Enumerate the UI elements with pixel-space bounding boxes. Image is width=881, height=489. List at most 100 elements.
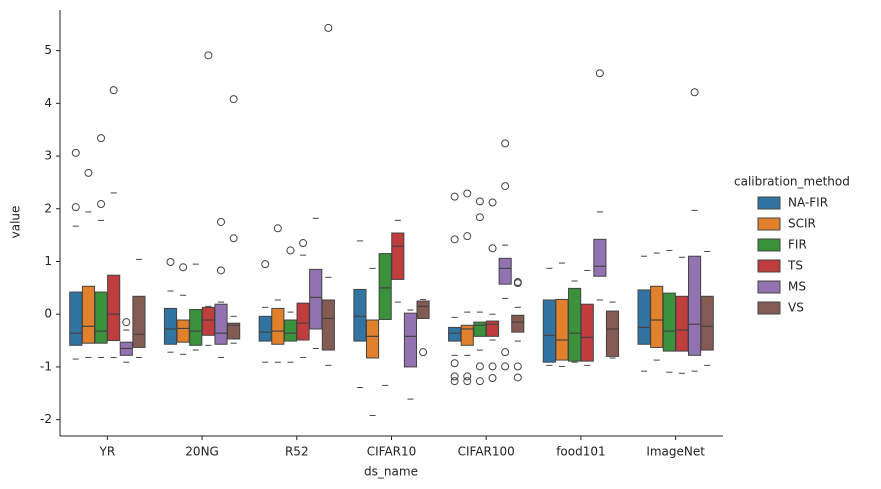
outlier (488, 362, 497, 371)
box (189, 308, 203, 346)
outlier (229, 234, 238, 243)
box (391, 232, 405, 280)
outlier (84, 168, 93, 177)
outlier (286, 246, 295, 255)
outlier (217, 266, 226, 275)
outlier (475, 213, 484, 222)
box (511, 314, 525, 333)
outlier (204, 51, 213, 60)
legend-label: TS (787, 259, 803, 273)
outlier (71, 148, 80, 157)
box (473, 321, 487, 337)
box (296, 302, 310, 341)
box (542, 299, 556, 363)
outlier (229, 95, 238, 104)
outlier (97, 134, 106, 143)
outlier (179, 263, 188, 272)
y-tick-label: -1 (40, 359, 52, 373)
box (675, 295, 689, 352)
box (132, 295, 146, 348)
box (580, 303, 594, 362)
y-tick-label: -2 (40, 412, 52, 426)
box (688, 255, 702, 356)
outlier (475, 362, 484, 371)
box (283, 319, 298, 342)
box (227, 322, 241, 340)
outlier (97, 200, 106, 209)
box (700, 295, 714, 351)
outlier (217, 217, 226, 226)
box (485, 320, 500, 337)
box (662, 292, 676, 352)
legend-swatch (757, 280, 781, 294)
box (309, 268, 323, 330)
outlier (450, 372, 459, 381)
outlier (488, 374, 497, 383)
y-axis-label: value (9, 206, 23, 239)
outlier (463, 377, 472, 386)
outlier (501, 362, 510, 371)
outlier (513, 373, 522, 382)
legend-title: calibration_method (734, 175, 850, 189)
outlier (450, 377, 459, 386)
box (460, 324, 474, 346)
box (637, 289, 651, 345)
x-tick-label: CIFAR10 (367, 445, 417, 459)
x-tick-label: R52 (285, 445, 309, 459)
outlier (488, 244, 497, 253)
y-tick-label: 3 (44, 149, 52, 163)
outlier (324, 23, 333, 32)
box (201, 306, 215, 336)
box (448, 326, 462, 342)
outlier (488, 198, 497, 207)
box (403, 312, 418, 368)
outlier (501, 139, 510, 148)
box (650, 285, 664, 348)
box (81, 285, 95, 344)
outlier (463, 372, 472, 381)
box (271, 307, 285, 345)
x-axis-label: ds_name (364, 465, 418, 479)
outlier (419, 348, 428, 357)
outlier (595, 69, 604, 78)
outlier (463, 232, 472, 241)
outlier (299, 239, 308, 248)
outlier (450, 192, 459, 201)
y-tick-label: 2 (44, 201, 52, 215)
box (378, 253, 392, 320)
outlier (109, 86, 118, 95)
box (555, 298, 569, 361)
legend-swatch (757, 301, 781, 315)
box (605, 310, 620, 357)
box (593, 238, 607, 277)
box (107, 274, 121, 342)
box (163, 307, 178, 345)
legend-label: MS (788, 280, 806, 294)
legend-swatch (757, 259, 781, 273)
box (94, 291, 108, 344)
box (321, 299, 335, 351)
outlier (71, 203, 80, 212)
legend-label: FIR (788, 238, 807, 252)
legend-label: SCIR (788, 217, 816, 231)
box (69, 291, 83, 346)
box (365, 319, 380, 359)
box (568, 287, 582, 362)
box (416, 300, 430, 319)
legend-swatch (757, 238, 781, 252)
outlier (273, 224, 282, 233)
outlier (501, 348, 510, 357)
x-tick-label: 20NG (185, 445, 219, 459)
legend-swatch (757, 196, 781, 210)
outlier (166, 258, 175, 267)
outlier (261, 260, 270, 269)
outlier (475, 197, 484, 206)
x-tick-label: YR (99, 445, 116, 459)
outlier (463, 189, 472, 198)
y-tick-label: 0 (44, 307, 52, 321)
outlier (501, 182, 510, 191)
box (258, 315, 272, 342)
legend-label: VS (788, 301, 804, 315)
box (176, 319, 190, 343)
